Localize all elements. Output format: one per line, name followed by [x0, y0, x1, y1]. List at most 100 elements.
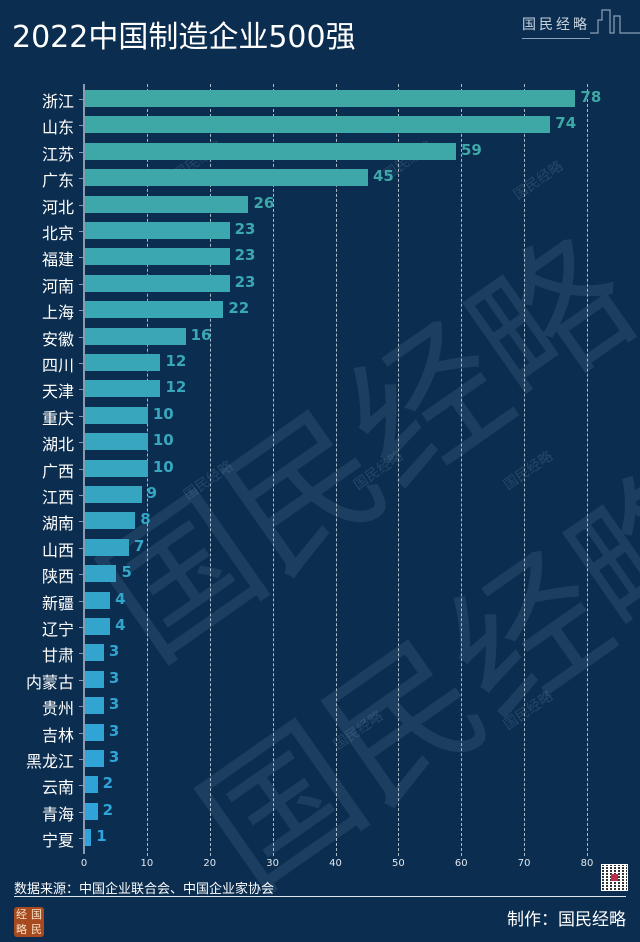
category-label: 青海	[41, 804, 74, 824]
x-tick-label: 70	[517, 858, 531, 869]
gridline	[587, 84, 588, 856]
x-tick-label: 10	[140, 858, 154, 869]
value-label: 3	[108, 721, 120, 740]
y-tick	[79, 759, 84, 760]
category-label: 安徽	[41, 329, 74, 349]
bar-row: 四川 12	[0, 352, 640, 375]
bar	[85, 380, 161, 398]
y-tick	[79, 547, 84, 549]
bar-row: 吉林 3	[0, 721, 640, 745]
bar	[85, 195, 249, 213]
y-axis	[83, 84, 85, 854]
value-label: 10	[152, 457, 174, 476]
bar-row: 黑龙江 3	[0, 748, 640, 771]
category-label: 贵州	[41, 699, 74, 719]
category-label: 河北	[41, 197, 74, 217]
bar	[85, 670, 104, 688]
bar	[85, 538, 129, 556]
bar-row: 新疆 4	[0, 589, 640, 613]
value-label: 4	[115, 589, 126, 608]
bar-row: 上海 22	[0, 299, 640, 323]
bar-row: 山西 7	[0, 536, 640, 560]
y-tick	[79, 283, 84, 285]
y-tick	[79, 442, 84, 444]
gridline	[524, 84, 526, 856]
category-label: 广东	[41, 171, 74, 191]
x-tick-label: 30	[266, 858, 279, 869]
y-tick	[79, 389, 84, 391]
category-label: 上海	[41, 303, 74, 323]
bar	[85, 406, 148, 424]
bar	[85, 565, 117, 583]
value-label: 74	[555, 114, 577, 133]
y-tick	[79, 838, 84, 840]
gridline	[335, 84, 337, 856]
x-tick-label: 60	[454, 858, 468, 869]
x-tick-label: 50	[392, 858, 405, 869]
bar	[85, 433, 148, 451]
bar	[85, 169, 368, 187]
category-label: 山东	[41, 118, 74, 138]
gridline	[398, 84, 400, 856]
y-tick	[79, 468, 84, 470]
x-tick-label: 0	[80, 858, 88, 869]
value-label: 16	[190, 325, 212, 344]
value-label: 3	[108, 695, 120, 714]
y-tick	[79, 125, 84, 127]
bar-row: 宁夏 1	[0, 827, 640, 850]
divider	[14, 896, 626, 897]
bar	[85, 644, 104, 662]
x-tick-label: 20	[203, 858, 217, 869]
credit: 制作：国民经略	[507, 910, 626, 930]
y-tick	[79, 600, 84, 602]
category-label: 江西	[41, 488, 74, 507]
bar-row: 陕西 5	[0, 563, 640, 586]
y-tick	[79, 415, 84, 417]
bar-row: 湖南 8	[0, 510, 640, 533]
bar-row: 青海 2	[0, 800, 640, 824]
category-label: 湖北	[41, 435, 74, 455]
category-label: 内蒙古	[25, 672, 74, 692]
logo-char: 民	[31, 923, 42, 936]
bar	[85, 354, 161, 371]
value-label: 7	[134, 536, 145, 555]
y-tick	[79, 178, 84, 180]
category-label: 江苏	[41, 144, 74, 164]
bar	[85, 618, 111, 635]
city-skyline-icon	[590, 9, 640, 34]
bar	[85, 301, 224, 319]
y-tick	[79, 310, 84, 312]
bar-row: 山东 74	[0, 114, 640, 138]
category-label: 重庆	[41, 408, 74, 428]
value-label: 26	[253, 193, 275, 212]
value-label: 1	[96, 827, 107, 846]
bar-row: 河南 23	[0, 272, 640, 296]
y-tick	[79, 257, 84, 259]
bar-row: 江西 9	[0, 484, 640, 507]
logo-char: 国	[31, 908, 42, 921]
bar	[85, 327, 186, 345]
qr-code[interactable]	[601, 864, 628, 891]
value-label: 23	[234, 272, 256, 291]
y-tick	[79, 574, 84, 576]
category-label: 新疆	[41, 593, 74, 613]
value-label: 8	[140, 510, 151, 529]
bar	[85, 222, 230, 239]
category-label: 吉林	[41, 725, 74, 745]
y-tick	[79, 204, 84, 206]
logo-char: 经	[16, 908, 27, 921]
y-tick	[79, 521, 84, 523]
category-label: 云南	[41, 778, 74, 798]
y-tick	[79, 732, 84, 734]
value-label: 23	[234, 246, 256, 265]
value-label: 3	[108, 748, 120, 766]
bar-row: 重庆 10	[0, 405, 640, 428]
bar	[85, 274, 230, 292]
bar-row: 安徽 16	[0, 325, 640, 349]
bar-row: 江苏 59	[0, 141, 640, 164]
value-label: 45	[372, 167, 394, 186]
gridline	[461, 84, 463, 856]
bar	[85, 776, 98, 794]
value-label: 2	[102, 800, 113, 819]
y-tick	[79, 679, 84, 681]
